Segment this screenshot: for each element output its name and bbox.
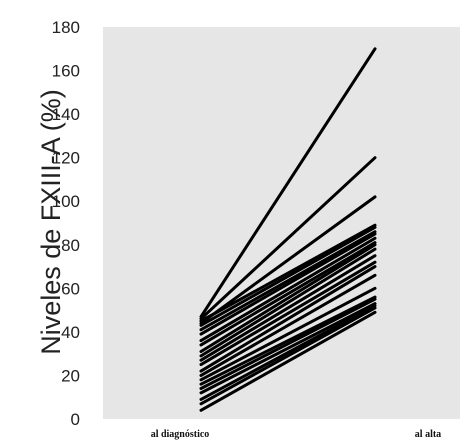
series-line — [199, 302, 377, 395]
series-line — [199, 47, 377, 319]
series-line — [199, 286, 377, 382]
y-tick-label: 140 — [52, 105, 80, 124]
y-axis-ticks: 0 20 40 60 80 100 120 140 160 180 — [52, 18, 80, 429]
series-line — [199, 247, 377, 358]
series-line — [199, 223, 377, 323]
series-line — [199, 241, 377, 347]
y-axis-label: Niveles de FXIII-A (%) — [36, 89, 66, 355]
y-tick-label: 120 — [52, 149, 80, 168]
series-line — [199, 195, 377, 325]
series-line — [199, 265, 377, 373]
series-line — [199, 297, 377, 391]
x-tick-label: al alta — [415, 429, 441, 440]
y-tick-label: 40 — [61, 323, 80, 342]
series-line — [199, 306, 377, 406]
series-line — [199, 310, 377, 412]
y-tick-label: 100 — [52, 192, 80, 211]
series-line — [199, 225, 377, 327]
series-line — [199, 254, 377, 362]
series-line — [199, 260, 377, 367]
series-line — [199, 273, 377, 377]
series-line — [199, 156, 377, 321]
x-tick-label: al diagnóstico — [151, 429, 210, 440]
plot-area — [103, 27, 460, 419]
series-line — [199, 295, 377, 386]
series-line — [199, 243, 377, 353]
y-tick-label: 180 — [52, 18, 80, 37]
x-axis-labels: al diagnóstico al alta — [151, 429, 442, 440]
series-line — [199, 304, 377, 401]
y-tick-label: 160 — [52, 62, 80, 81]
series-line — [199, 232, 377, 336]
y-tick-label: 80 — [61, 236, 80, 255]
series-lines — [199, 47, 377, 412]
y-tick-label: 20 — [61, 366, 80, 385]
y-tick-label: 60 — [61, 279, 80, 298]
series-line — [199, 230, 377, 332]
y-tick-label: 0 — [71, 410, 80, 429]
series-line — [199, 236, 377, 343]
